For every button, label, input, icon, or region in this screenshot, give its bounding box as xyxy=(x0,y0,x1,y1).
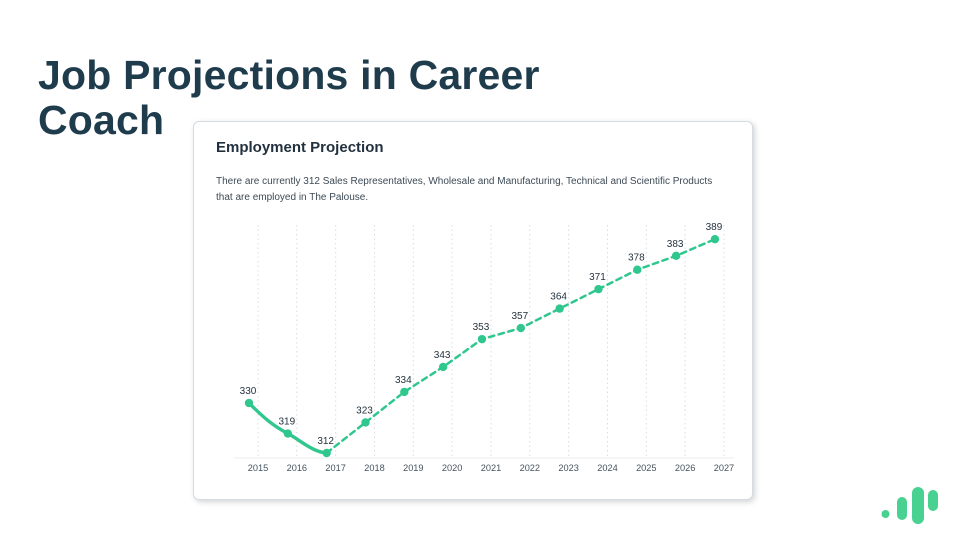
data-point-marker xyxy=(244,398,254,408)
card-description-line-1: There are currently 312 Sales Representa… xyxy=(216,176,713,187)
year-label: 2023 xyxy=(558,463,578,473)
value-label: 383 xyxy=(667,239,684,250)
bar-chart-logo-icon xyxy=(881,487,938,524)
history-line xyxy=(247,401,329,455)
year-label: 2020 xyxy=(442,463,462,473)
page-title-line-1: Job Projections in Career xyxy=(38,52,540,99)
card-description: There are currently 312 Sales Representa… xyxy=(216,174,712,206)
year-label: 2022 xyxy=(520,463,540,473)
value-label: 334 xyxy=(395,375,412,386)
card-title: Employment Projection xyxy=(216,139,384,156)
data-point-marker xyxy=(710,234,720,244)
year-label: 2018 xyxy=(364,463,384,473)
data-point-marker xyxy=(671,251,681,261)
data-point-marker xyxy=(594,284,603,294)
page-title-line-2: Coach xyxy=(38,97,165,144)
data-point-marker xyxy=(361,418,370,427)
year-label: 2016 xyxy=(287,463,307,473)
data-point-marker xyxy=(633,265,642,274)
data-point-marker xyxy=(438,362,448,372)
value-label: 343 xyxy=(434,350,451,361)
year-label: 2025 xyxy=(636,463,656,473)
projection-line xyxy=(325,237,717,455)
value-label: 323 xyxy=(356,405,373,416)
year-label: 2017 xyxy=(325,463,345,473)
logo-bar-medium xyxy=(928,490,938,511)
logo-dot xyxy=(881,510,890,518)
year-label: 2015 xyxy=(248,463,268,473)
employment-projection-card: Employment Projection There are currentl… xyxy=(193,121,753,500)
year-label: 2027 xyxy=(714,463,734,473)
year-label: 2026 xyxy=(675,463,695,473)
value-label: 371 xyxy=(589,272,606,283)
data-point-marker xyxy=(322,448,331,458)
year-label: 2021 xyxy=(481,463,501,473)
data-point-marker xyxy=(555,304,564,313)
data-point-marker xyxy=(516,323,526,333)
card-description-line-2: that are employed in The Palouse. xyxy=(216,192,369,203)
page-title: Job Projections in Career Coach xyxy=(38,53,623,143)
value-label: 319 xyxy=(278,417,295,428)
value-label: 357 xyxy=(511,311,528,322)
year-label: 2024 xyxy=(597,463,617,473)
logo-bar-tall xyxy=(912,487,924,524)
data-point-marker xyxy=(400,387,409,397)
value-label: 389 xyxy=(706,222,723,233)
value-label: 353 xyxy=(473,322,490,333)
value-label: 330 xyxy=(240,386,257,397)
value-label: 378 xyxy=(628,253,645,264)
value-label: 364 xyxy=(550,292,567,303)
year-label: 2019 xyxy=(403,463,423,473)
data-point-marker xyxy=(477,334,487,344)
value-label: 312 xyxy=(317,436,334,447)
data-point-marker xyxy=(283,429,293,438)
logo-bar-small xyxy=(897,497,907,520)
